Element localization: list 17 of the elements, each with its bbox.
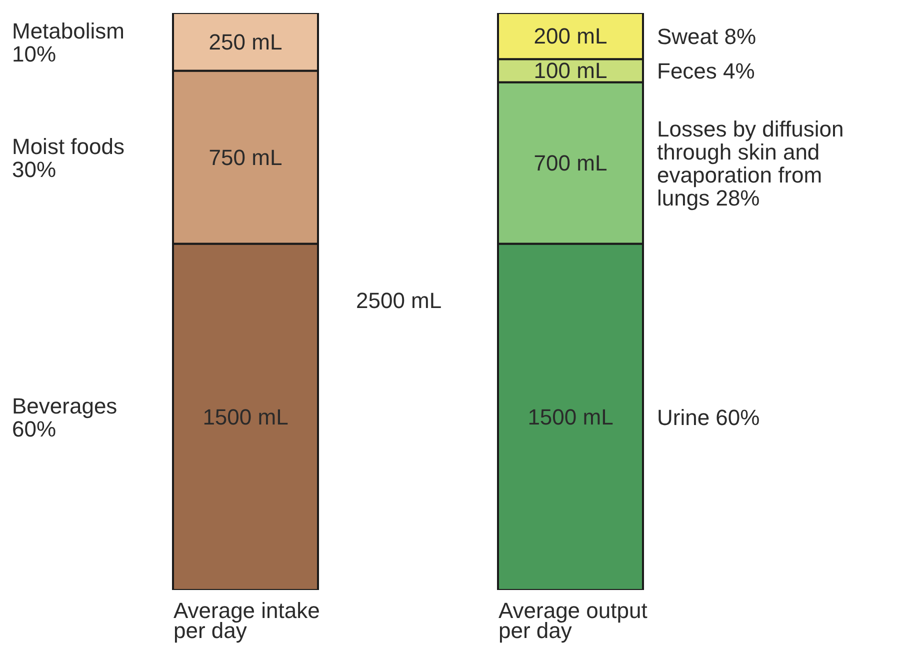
data-label: 1500 mL [202,404,288,430]
data-label: 100 mL [534,58,608,84]
data-label: 750 mL [208,144,282,170]
text: Metabolism 10% [12,18,124,66]
series-label: Urine 60% [657,404,760,430]
data-label: 250 mL [208,29,282,54]
series-label: Feces 4% [657,58,755,84]
series-label: Sweat 8% [657,24,756,49]
x-tick-label: Average intake per day [174,598,320,643]
x-tick-label: Average output per day [498,598,648,643]
series-label: Losses by diffusion through skin and evaporation from lungs 28% [657,116,844,210]
data-label: 1500 mL [528,404,614,430]
text: Moist foods 30% [12,133,124,182]
data-label: 700 mL [534,150,608,176]
data-label: 200 mL [534,24,608,49]
annotation: 2500 mL [356,288,442,314]
text: Beverages 60% [12,392,118,441]
